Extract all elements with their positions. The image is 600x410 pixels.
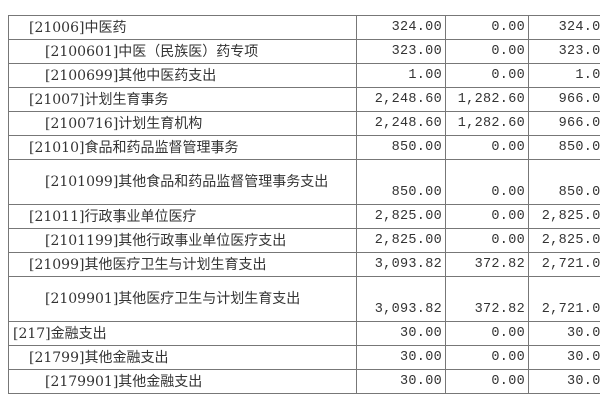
row-name: [2101199]其他行政事业单位医疗支出 (8, 228, 357, 253)
total-value: 2,248.60 (356, 111, 446, 136)
project-value: 850.00 (528, 159, 600, 205)
total-value: 2,825.00 (356, 228, 446, 253)
table-row: [2101199]其他行政事业单位医疗支出 2,825.00 0.00 2,825.0… (8, 228, 600, 253)
total-value: 30.00 (356, 321, 446, 346)
basic-value: 1,282.60 (445, 111, 529, 136)
row-name: [21011]行政事业单位医疗 (8, 204, 357, 229)
total-value: 324.00 (356, 15, 446, 40)
project-value: 30.00 (528, 345, 600, 370)
total-value: 323.00 (356, 39, 446, 64)
basic-value: 372.82 (445, 252, 529, 277)
row-name: [217]金融支出 (8, 321, 357, 346)
project-value: 2,721.00 (528, 276, 600, 322)
expenditure-table: [21006]中医药324.000.00324.00[2100601]中医（民族… (8, 15, 600, 394)
basic-value: 1,282.60 (445, 87, 529, 112)
project-value: 966.00 (528, 87, 600, 112)
table-body: [21006]中医药324.000.00324.00[2100601]中医（民族… (8, 15, 600, 394)
total-value: 3,093.82 (356, 276, 446, 322)
row-name: [21007]计划生育事务 (8, 87, 357, 112)
basic-value: 0.00 (445, 345, 529, 370)
project-value: 850.00 (528, 135, 600, 160)
row-name: [21799]其他金融支出 (8, 345, 357, 370)
row-name: [2100601]中医（民族医）药专项 (8, 39, 357, 64)
row-name: [2100716]计划生育机构 (8, 111, 357, 136)
total-value: 2,825.00 (356, 204, 446, 229)
total-value: 3,093.82 (356, 252, 446, 277)
total-value: 850.00 (356, 159, 446, 205)
total-value: 1.00 (356, 63, 446, 88)
row-name: [2100699]其他中医药支出 (8, 63, 357, 88)
basic-value: 0.00 (445, 39, 529, 64)
project-value: 2,721.00 (528, 252, 600, 277)
project-value: 966.00 (528, 111, 600, 136)
basic-value: 0.00 (445, 228, 529, 253)
row-name: [2101099]其他食品和药品监督管理事务支出 (8, 159, 357, 205)
table-row: [2109901]其他医疗卫生与计划生育支出 3,093.82 372.82 2,72… (8, 276, 600, 322)
project-value: 30.00 (528, 321, 600, 346)
project-value: 1.00 (528, 63, 600, 88)
basic-value: 0.00 (445, 204, 529, 229)
basic-value: 0.00 (445, 159, 529, 205)
row-name: [21006]中医药 (8, 15, 357, 40)
row-name: [2109901]其他医疗卫生与计划生育支出 (8, 276, 357, 322)
table-row: [21099]其他医疗卫生与计划生育支出 3,093.82 372.82 2,721.… (8, 252, 600, 277)
project-value: 323.00 (528, 39, 600, 64)
project-value: 2,825.00 (528, 204, 600, 229)
basic-value: 372.82 (445, 276, 529, 322)
project-value: 30.00 (528, 369, 600, 394)
total-value: 850.00 (356, 135, 446, 160)
basic-value: 0.00 (445, 369, 529, 394)
total-value: 30.00 (356, 369, 446, 394)
row-name: [21099]其他医疗卫生与计划生育支出 (8, 252, 357, 277)
total-value: 2,248.60 (356, 87, 446, 112)
basic-value: 0.00 (445, 63, 529, 88)
project-value: 324.00 (528, 15, 600, 40)
row-name: [2179901]其他金融支出 (8, 369, 357, 394)
basic-value: 0.00 (445, 15, 529, 40)
basic-value: 0.00 (445, 321, 529, 346)
project-value: 2,825.00 (528, 228, 600, 253)
total-value: 30.00 (356, 345, 446, 370)
row-name: [21010]食品和药品监督管理事务 (8, 135, 357, 160)
basic-value: 0.00 (445, 135, 529, 160)
